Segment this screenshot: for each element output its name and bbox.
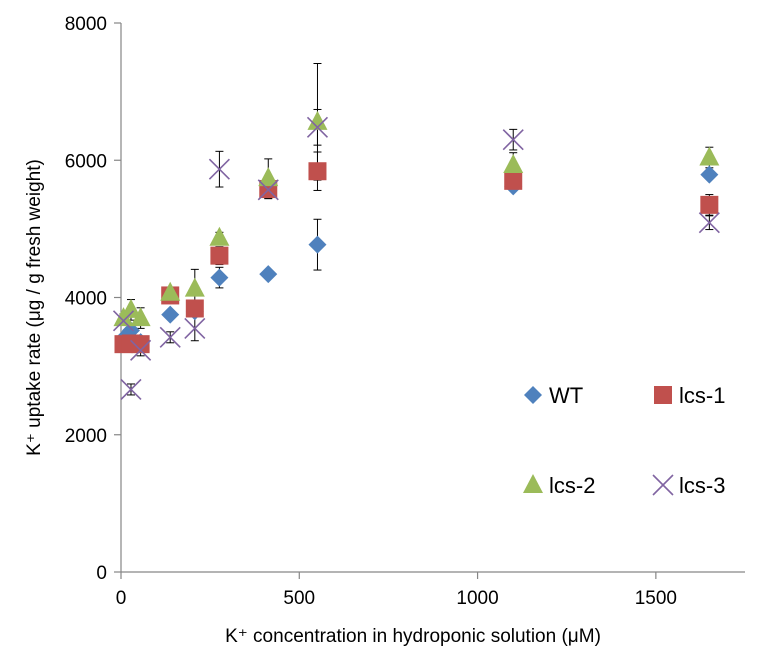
y-axis-ticks: 0 2000 4000 6000 8000 <box>65 14 121 584</box>
data-point-lcs-2 <box>160 281 181 301</box>
data-point-lcs-3 <box>120 378 142 401</box>
legend: WT lcs-1 lcs-2 lcs-3 <box>523 383 725 498</box>
data-points <box>112 110 720 401</box>
data-point-WT <box>259 265 278 284</box>
data-point-lcs-1 <box>185 299 204 318</box>
data-point-WT <box>308 235 327 254</box>
y-tick-label: 4000 <box>65 289 107 310</box>
legend-label-lcs-1: lcs-1 <box>679 383 725 408</box>
legend-marker-lcs-1 <box>654 386 672 404</box>
data-point-lcs-3 <box>306 116 329 138</box>
legend-marker-lcs-2 <box>523 474 543 493</box>
data-point-lcs-1 <box>131 335 150 354</box>
axes: 0 2000 4000 6000 8000 0 500 1000 1500 <box>65 14 745 609</box>
legend-item-lcs-2: lcs-2 <box>523 473 595 498</box>
data-point-lcs-3 <box>257 179 279 201</box>
data-point-lcs-3 <box>502 129 524 151</box>
data-point-lcs-3 <box>698 212 720 234</box>
data-point-lcs-3 <box>112 310 135 332</box>
data-point-WT <box>161 305 180 324</box>
x-tick-label: 1000 <box>456 588 498 609</box>
data-point-lcs-3 <box>159 326 181 348</box>
data-point-lcs-2 <box>307 110 328 130</box>
y-tick-label: 6000 <box>65 151 107 172</box>
x-tick-label: 1500 <box>635 588 677 609</box>
y-tick-label: 0 <box>96 563 107 584</box>
y-axis-title: K⁺ uptake rate (μg / g fresh weight) <box>24 159 45 456</box>
data-point-lcs-2 <box>130 307 151 327</box>
y-tick-label: 2000 <box>65 426 107 447</box>
data-point-WT <box>210 268 229 287</box>
data-point-lcs-3 <box>184 317 206 339</box>
data-point-lcs-3 <box>130 339 152 361</box>
x-tick-label: 0 <box>116 588 127 609</box>
legend-item-WT: WT <box>524 383 583 408</box>
legend-label-WT: WT <box>549 383 583 408</box>
error-bars <box>119 62 714 396</box>
legend-marker-WT <box>524 386 542 404</box>
data-point-lcs-2 <box>184 277 205 297</box>
data-point-lcs-2 <box>209 226 230 246</box>
x-axis-ticks: 0 500 1000 1500 <box>116 572 677 609</box>
data-point-lcs-3 <box>208 158 230 180</box>
legend-item-lcs-3: lcs-3 <box>652 473 725 498</box>
data-point-lcs-2 <box>120 298 141 318</box>
y-tick-label: 8000 <box>65 14 107 35</box>
data-point-lcs-2 <box>503 154 524 174</box>
x-tick-label: 500 <box>283 588 315 609</box>
data-point-lcs-1 <box>308 162 327 181</box>
data-point-lcs-2 <box>258 167 279 187</box>
data-point-lcs-2 <box>699 146 720 166</box>
legend-marker-lcs-3 <box>652 474 674 496</box>
data-point-lcs-1 <box>504 171 523 190</box>
data-point-WT <box>700 165 719 184</box>
legend-label-lcs-2: lcs-2 <box>549 473 595 498</box>
legend-label-lcs-3: lcs-3 <box>679 473 725 498</box>
data-point-lcs-1 <box>210 246 229 265</box>
data-point-lcs-1 <box>700 195 719 214</box>
x-axis-title: K⁺ concentration in hydroponic solution … <box>225 626 601 647</box>
legend-item-lcs-1: lcs-1 <box>654 383 725 408</box>
